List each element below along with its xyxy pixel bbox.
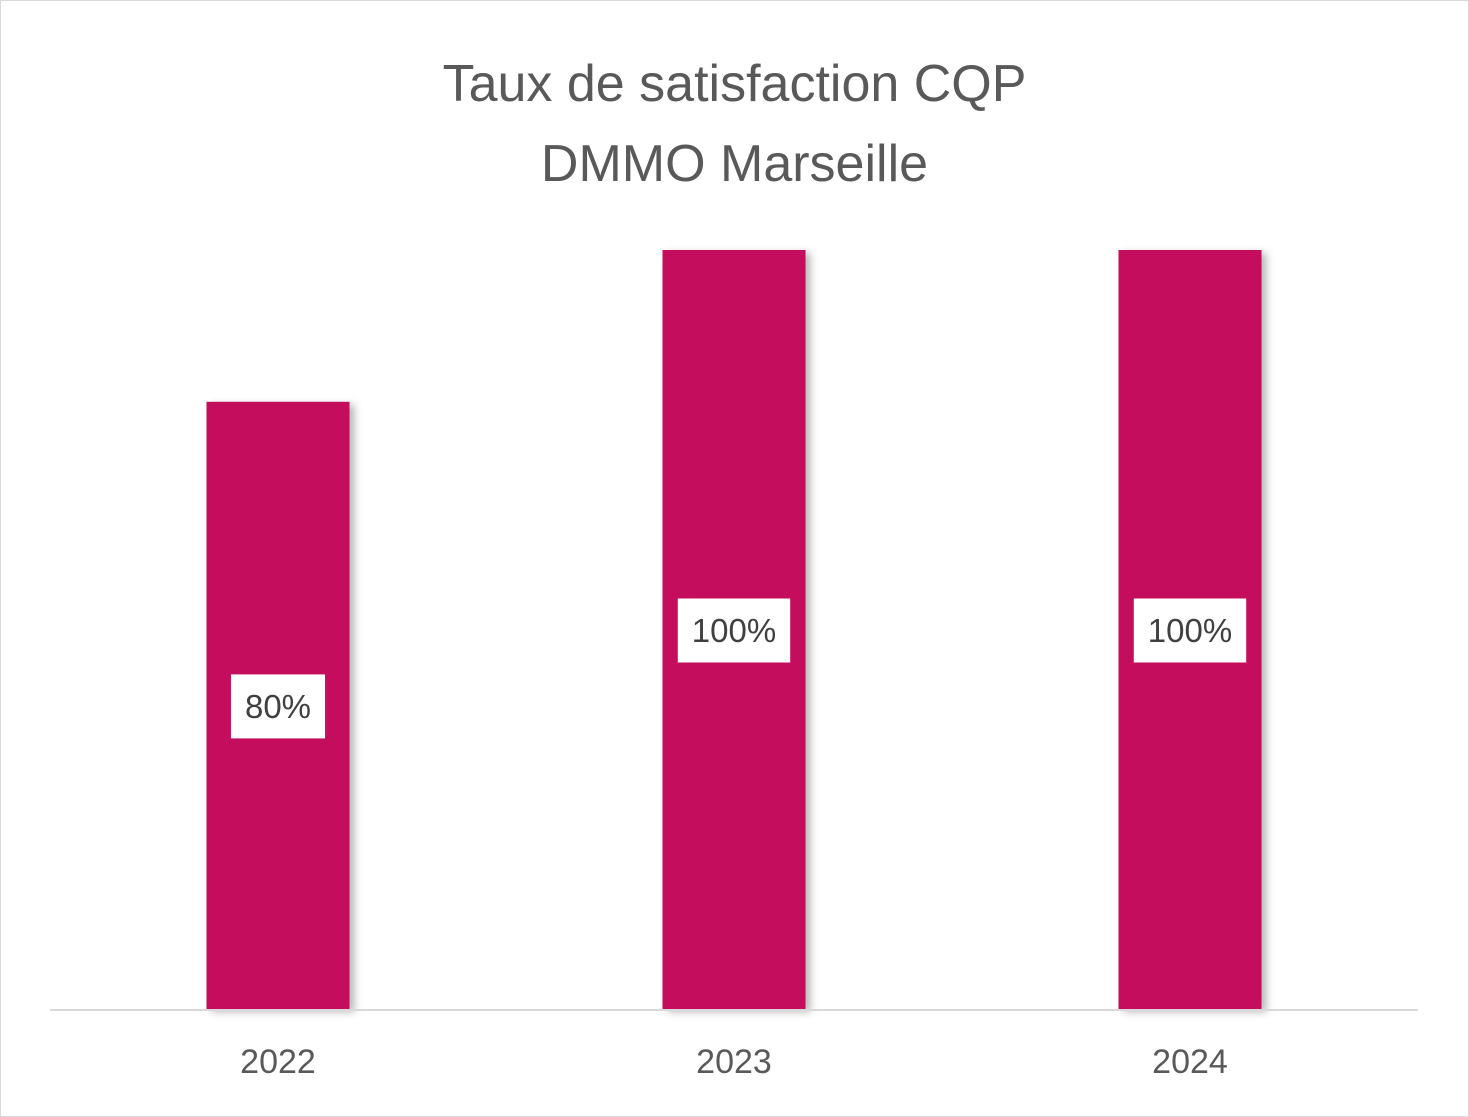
x-tick-label-2024: 2024 — [1152, 1043, 1228, 1081]
chart-title-line-1: Taux de satisfaction CQP — [442, 55, 1027, 113]
axis-layer: 2022 2023 2024 — [50, 1009, 1418, 1081]
x-tick-label-2023: 2023 — [696, 1043, 772, 1081]
data-label-2024: 100% — [1148, 612, 1232, 649]
data-label-2023: 100% — [692, 612, 776, 649]
x-tick-label-2022: 2022 — [240, 1043, 316, 1081]
data-label-box-2023 — [677, 598, 791, 663]
data-label-box-2022 — [230, 674, 326, 739]
data-label-2022: 80% — [245, 688, 311, 725]
chart-title: Taux de satisfaction CQP DMMO Marseille — [0, 44, 1469, 204]
chart-title-line-2: DMMO Marseille — [540, 135, 929, 193]
labels-layer: 80% 100% 100% — [230, 598, 1247, 739]
data-label-box-2024 — [1133, 598, 1247, 663]
